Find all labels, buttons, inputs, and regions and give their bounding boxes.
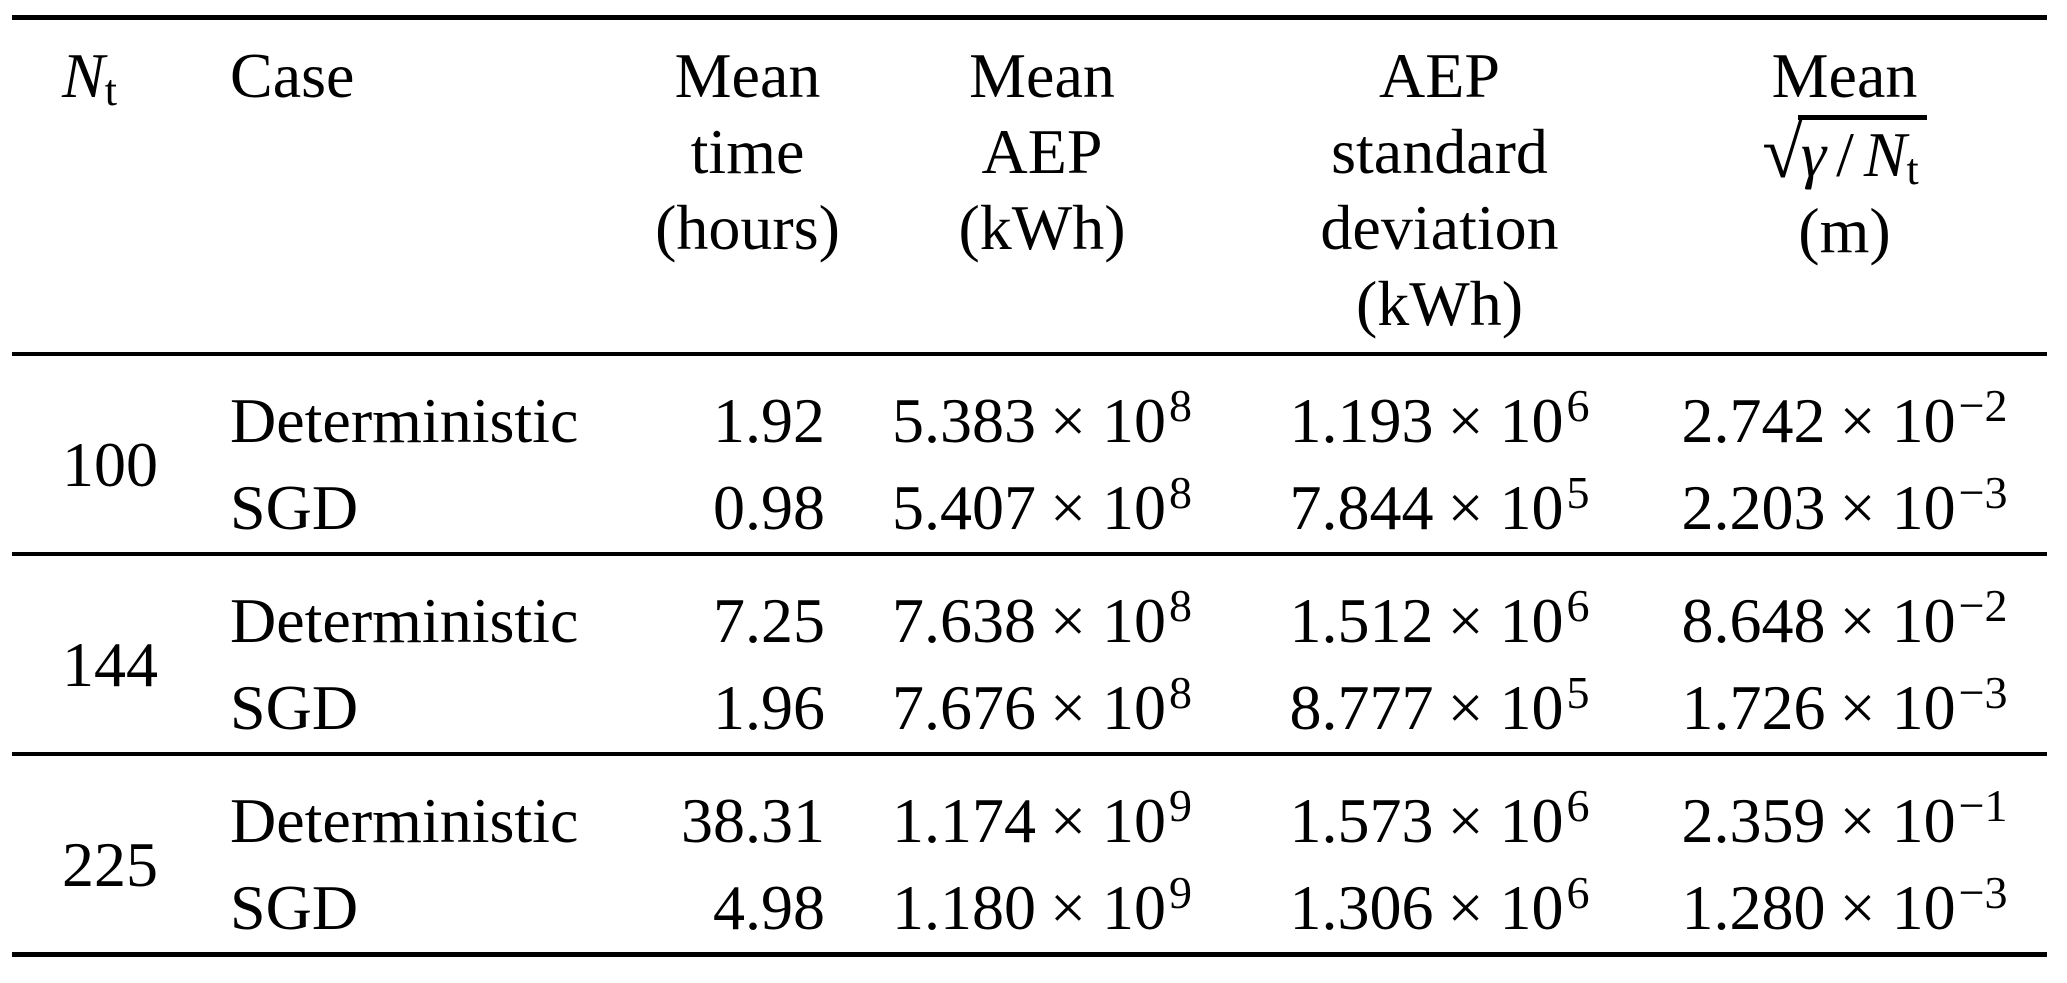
cell-mean-time: 0.98: [713, 472, 825, 543]
cell-mean-time: 1.92: [713, 385, 825, 456]
header-mean-time: Mean time (hours): [655, 40, 840, 263]
header-aep-std: AEP standard deviation (kWh): [1320, 40, 1559, 339]
cell-nt: 225: [62, 828, 158, 900]
cell-aep-std: 1.193 × 106: [1289, 380, 1590, 456]
table-header: Nt Case Mean time (hours) Mean AEP (kWh)…: [12, 17, 2047, 355]
cell-case: Deterministic: [230, 585, 579, 656]
cell-mean-time: 38.31: [681, 785, 825, 856]
cell-mean-time: 4.98: [713, 871, 825, 943]
header-mean-aep: Mean AEP (kWh): [958, 40, 1126, 263]
cell-mean-aep: 1.180 × 109: [891, 867, 1193, 943]
header-nt: Nt: [12, 18, 192, 355]
cell-case: SGD: [230, 472, 359, 543]
group-nt-100: 100 Deterministic 1.92 5.383 × 108 1.193 ×…: [12, 354, 2047, 554]
header-mean-convergence: Mean √γ / Nt (m): [1642, 18, 2047, 355]
cell-mean-aep: 5.407 × 108: [891, 467, 1193, 543]
cell-aep-std: 1.573 × 106: [1289, 780, 1590, 856]
cell-mean-convergence: 2.203 × 10−3: [1681, 467, 2008, 543]
cell-mean-aep: 7.638 × 108: [891, 580, 1193, 656]
cell-mean-aep: 1.174 × 109: [891, 780, 1193, 856]
cell-mean-time: 7.25: [713, 585, 825, 656]
n-subscript: t: [1906, 144, 1919, 194]
cell-mean-convergence: 1.280 × 10−3: [1681, 867, 2008, 943]
table-row: 144 Deterministic 7.25 7.638 × 108 1.512 ×…: [12, 554, 2047, 700]
cell-aep-std: 1.306 × 106: [1289, 867, 1590, 943]
table-row: 100 Deterministic 1.92 5.383 × 108 1.193 ×…: [12, 354, 2047, 500]
nt-symbol: N: [62, 40, 105, 111]
cell-case: Deterministic: [230, 385, 579, 456]
table-row: SGD 1.96 7.676 × 108 8.777 × 105 1.726 × 10…: [12, 664, 2047, 754]
table-row: SGD 0.98 5.407 × 108 7.844 × 105 2.203 × 10…: [12, 464, 2047, 554]
cell-case: SGD: [230, 871, 359, 943]
cell-nt: 100: [62, 429, 158, 500]
cell-mean-convergence: 8.648 × 10−2: [1681, 580, 2008, 656]
sqrt-expression: √γ / Nt: [1762, 114, 1927, 193]
group-nt-225: 225 Deterministic 38.31 1.174 × 109 1.573…: [12, 754, 2047, 954]
n-symbol: N: [1863, 119, 1907, 190]
cell-case: SGD: [230, 672, 359, 743]
cell-mean-time: 1.96: [713, 672, 825, 743]
cell-mean-convergence: 2.359 × 10−1: [1681, 780, 2008, 856]
table-row: 225 Deterministic 38.31 1.174 × 109 1.573…: [12, 754, 2047, 900]
gamma-symbol: γ: [1800, 119, 1827, 190]
group-nt-144: 144 Deterministic 7.25 7.638 × 108 1.512 ×…: [12, 554, 2047, 754]
results-table: Nt Case Mean time (hours) Mean AEP (kWh)…: [12, 15, 2047, 957]
cell-aep-std: 8.777 × 105: [1289, 667, 1590, 743]
cell-mean-aep: 7.676 × 108: [891, 667, 1193, 743]
header-case: Case: [230, 40, 355, 111]
cell-case: Deterministic: [230, 785, 579, 856]
cell-aep-std: 7.844 × 105: [1289, 467, 1590, 543]
cell-nt: 144: [62, 629, 158, 700]
nt-subscript: t: [104, 65, 117, 115]
cell-mean-convergence: 1.726 × 10−3: [1681, 667, 2008, 743]
radical-sign: √: [1762, 112, 1803, 194]
cell-mean-convergence: 2.742 × 10−2: [1681, 380, 2008, 456]
cell-aep-std: 1.512 × 106: [1289, 580, 1590, 656]
table-row: SGD 4.98 1.180 × 109 1.306 × 106 1.280 × 10…: [12, 864, 2047, 954]
divide-slash: /: [1836, 119, 1854, 190]
cell-mean-aep: 5.383 × 108: [891, 380, 1193, 456]
